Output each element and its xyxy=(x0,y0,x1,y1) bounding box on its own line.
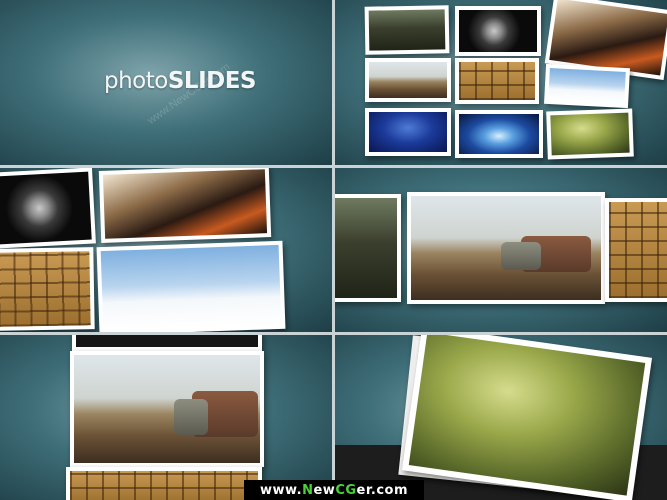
photo-tiles-bottom xyxy=(66,467,262,500)
panel-cars-close xyxy=(0,335,332,500)
footer-prefix: www. xyxy=(259,482,303,498)
title-light: photo xyxy=(104,68,168,94)
photo-gear xyxy=(455,6,541,56)
photo-dark-forest xyxy=(364,5,450,55)
photo-city-large xyxy=(98,168,272,243)
photo-snowboard xyxy=(544,63,630,109)
footer-n: N xyxy=(302,482,314,498)
photo-old-cars-main xyxy=(407,192,605,304)
photo-snowboard-large xyxy=(96,240,286,332)
panel-photo-grid xyxy=(335,0,667,165)
photo-tiles-side xyxy=(605,198,667,302)
photo-old-cars-close xyxy=(70,351,264,467)
panel-title: photoSLIDES www.NewCGer.com xyxy=(0,0,332,165)
footer-ew: ew xyxy=(313,482,336,498)
photo-lightning xyxy=(365,108,451,156)
photo-green-forest-large xyxy=(401,335,653,500)
photo-top-strip xyxy=(72,335,262,351)
panel-zoom-left xyxy=(0,168,332,332)
photo-old-cars xyxy=(365,58,451,102)
title-bold: SLIDES xyxy=(167,68,257,94)
photo-green-forest xyxy=(546,108,634,160)
photo-forest-side xyxy=(335,194,401,302)
photo-tiles-large xyxy=(0,247,95,331)
photo-gear-large xyxy=(0,168,96,249)
photo-tunnel xyxy=(455,110,543,158)
footer-cg: CG xyxy=(335,482,357,498)
panel-forest-final xyxy=(335,335,667,500)
photo-tiles xyxy=(455,58,539,104)
panel-cars-focus xyxy=(335,168,667,332)
app-title: photoSLIDES xyxy=(104,68,257,94)
footer-er: er.com xyxy=(356,482,409,498)
